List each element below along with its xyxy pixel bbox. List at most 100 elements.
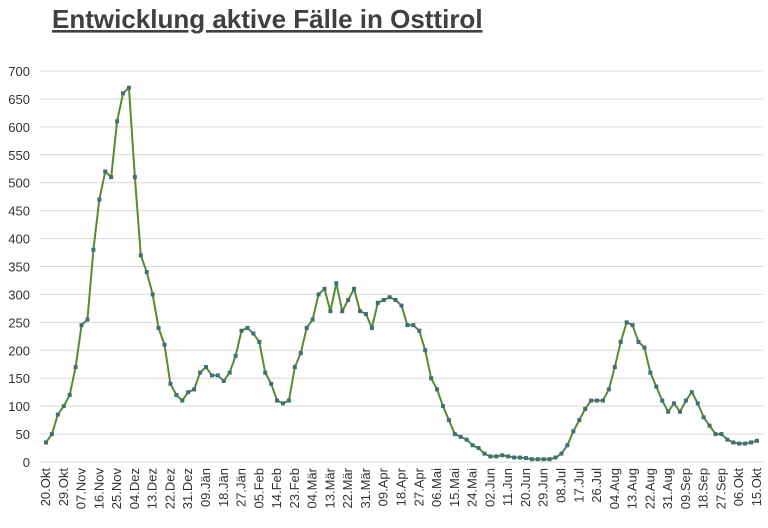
y-tick-label: 200 <box>8 343 30 358</box>
data-point <box>310 317 315 322</box>
x-tick-label: 11.Jun <box>500 468 515 506</box>
data-point <box>518 455 522 460</box>
data-point <box>198 370 203 375</box>
x-tick-label: 04.Mär <box>305 467 320 508</box>
data-point <box>636 339 641 344</box>
x-tick-label: 13.Mär <box>322 467 337 508</box>
data-point <box>352 286 357 291</box>
x-tick-label: 02.Jun <box>482 468 497 507</box>
data-point <box>132 175 137 180</box>
data-point <box>731 440 736 445</box>
data-point <box>156 325 161 330</box>
x-tick-label: 22.Aug <box>642 468 657 509</box>
data-point <box>381 298 386 303</box>
data-point <box>624 320 629 325</box>
data-point <box>55 412 60 417</box>
x-tick-label: 22.Dez <box>162 468 177 509</box>
data-point <box>245 325 250 330</box>
data-point <box>227 370 232 375</box>
data-point <box>683 398 688 403</box>
data-point <box>109 175 114 180</box>
data-point <box>618 339 623 344</box>
data-point <box>73 365 78 370</box>
data-point <box>221 379 226 384</box>
data-point <box>186 390 191 395</box>
data-point <box>749 440 754 445</box>
x-tick-label: 20.Okt <box>38 468 53 507</box>
data-point <box>500 453 505 458</box>
data-point <box>654 384 659 389</box>
x-tick-label: 13.Dez <box>145 468 160 509</box>
data-point <box>506 454 511 459</box>
data-point <box>565 443 570 448</box>
data-point <box>358 309 363 314</box>
data-point <box>695 401 700 406</box>
x-tick-label: 18.Sep <box>696 468 711 509</box>
data-point <box>435 387 440 392</box>
data-point <box>713 432 718 437</box>
data-point <box>666 409 671 414</box>
data-point <box>642 345 647 350</box>
y-tick-label: 250 <box>8 315 30 330</box>
data-point <box>269 381 274 386</box>
x-tick-label: 26.Jul <box>589 468 604 503</box>
data-point <box>144 270 149 275</box>
data-point <box>369 325 374 330</box>
data-point <box>281 401 285 406</box>
x-tick-label: 07.Nov <box>74 468 89 510</box>
data-point <box>660 398 665 403</box>
x-tick-label: 31.Mär <box>358 467 373 508</box>
data-point <box>263 370 268 375</box>
x-tick-label: 15.Okt <box>749 468 764 507</box>
y-tick-label: 0 <box>23 455 30 470</box>
data-point <box>121 91 126 96</box>
data-point <box>346 298 351 303</box>
data-point <box>363 311 368 316</box>
data-point <box>138 253 143 258</box>
data-point <box>162 342 167 347</box>
data-point <box>168 381 173 386</box>
data-point <box>452 432 457 437</box>
y-tick-label: 400 <box>8 232 30 247</box>
data-point <box>648 370 653 375</box>
data-point <box>334 281 339 286</box>
data-point <box>470 443 475 448</box>
y-tick-label: 300 <box>8 287 30 302</box>
data-point <box>755 438 759 443</box>
x-tick-label: 17.Jul <box>571 468 586 503</box>
data-point <box>737 441 742 446</box>
data-point <box>707 423 712 428</box>
data-point <box>743 441 748 446</box>
data-point <box>583 406 588 411</box>
data-point <box>215 373 220 378</box>
data-point <box>476 446 481 451</box>
data-point <box>529 457 534 462</box>
x-tick-label: 05.Feb <box>251 468 266 508</box>
data-point <box>126 85 131 90</box>
x-tick-label: 09.Jän <box>198 468 213 507</box>
data-point <box>174 392 179 397</box>
data-point <box>523 456 528 461</box>
x-tick-label: 27.Sep <box>713 468 728 509</box>
data-point <box>203 365 208 370</box>
data-point <box>577 418 582 423</box>
x-tick-label: 29.Okt <box>56 468 71 507</box>
data-point <box>464 437 469 442</box>
data-point <box>239 328 244 333</box>
x-tick-label: 25.Nov <box>109 468 124 510</box>
x-tick-label: 04.Aug <box>607 468 622 509</box>
data-point <box>630 323 635 328</box>
data-point <box>67 392 72 397</box>
x-tick-label: 22.Mär <box>340 467 355 508</box>
data-point <box>328 309 333 314</box>
data-point <box>429 376 434 381</box>
y-tick-label: 100 <box>8 399 30 414</box>
data-point <box>233 353 238 358</box>
data-point <box>606 387 611 392</box>
data-point <box>304 325 309 330</box>
x-tick-label: 06.Okt <box>731 468 746 507</box>
data-point <box>512 455 517 460</box>
x-tick-label: 09.Apr <box>376 467 391 506</box>
x-tick-label: 18.Jän <box>216 468 231 507</box>
